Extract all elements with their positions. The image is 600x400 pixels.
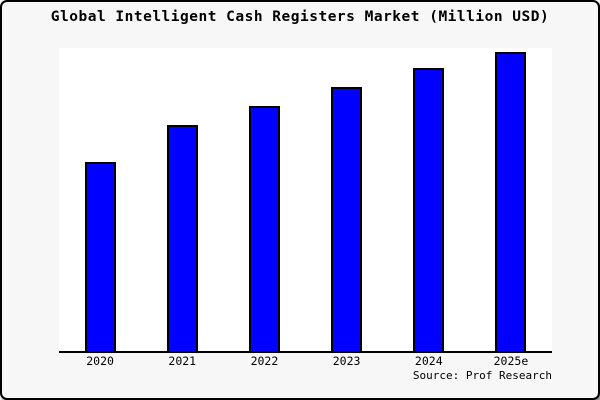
x-tick-label-2021: 2021 (168, 354, 197, 368)
bar-slot-2024 (388, 48, 470, 351)
x-tick-label-2025e: 2025e (493, 354, 529, 368)
bar-slot-2023 (306, 48, 388, 351)
chart-title: Global Intelligent Cash Registers Market… (50, 9, 550, 25)
bar-slot-2022 (223, 48, 305, 351)
bar-2023 (331, 87, 363, 351)
bar-2025e (495, 52, 527, 351)
x-tick-label-2020: 2020 (86, 354, 114, 368)
x-tick-label-2024: 2024 (414, 354, 443, 368)
bar-2021 (166, 125, 198, 351)
bar-2022 (248, 106, 280, 351)
bar-2020 (84, 162, 116, 351)
bar-slot-2020 (59, 48, 141, 351)
x-tick-label-2022: 2022 (250, 354, 279, 368)
source-note: Source: Prof Research (412, 369, 552, 382)
plot-area (59, 48, 552, 353)
x-tick-label-2023: 2023 (332, 354, 361, 368)
x-axis-labels: 2020 2021 2022 2023 2024 2025e (59, 354, 552, 368)
bar-slot-2025e (470, 48, 552, 351)
bar-slot-2021 (141, 48, 223, 351)
bar-2024 (413, 68, 445, 351)
